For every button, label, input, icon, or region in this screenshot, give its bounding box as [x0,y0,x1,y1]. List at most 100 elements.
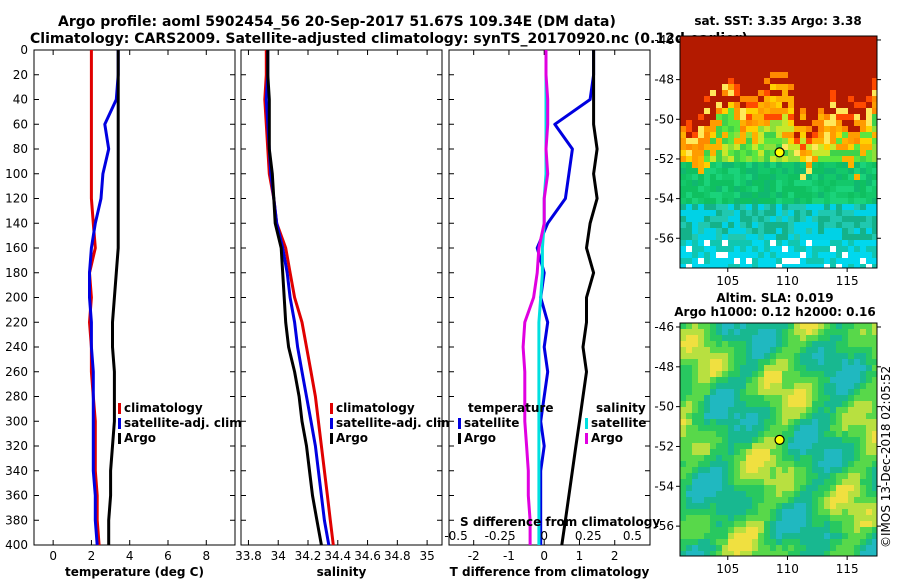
sla-cell [866,407,873,414]
sla-cell [860,485,867,492]
sst-cell [818,36,825,43]
sla-cell [788,497,795,504]
sst-cell [776,252,783,259]
sla-cell [824,323,831,330]
sla-cell [752,323,759,330]
sla-cell [794,425,801,432]
sla-cell [776,515,783,522]
sst-cell [728,102,735,109]
sla-cell [764,479,771,486]
sla-cell [800,377,807,384]
sla-cell [836,365,843,372]
sla-cell [710,401,717,408]
sla-cell [782,467,789,474]
sla-cell [680,467,687,474]
sla-cell [728,389,735,396]
sla-cell [836,449,843,456]
sst-cell [746,186,753,193]
sst-cell [740,48,747,55]
sst-cell [812,204,819,211]
sst-cell [752,48,759,55]
sst-cell [758,120,765,127]
legend-swatch [330,433,333,444]
sla-cell [818,329,825,336]
sla-cell [770,377,777,384]
sst-cell [866,72,873,79]
sst-cell [866,90,873,97]
sst-cell [848,108,855,115]
sla-cell [746,395,753,402]
sla-cell [782,353,789,360]
sla-cell [830,449,837,456]
sla-cell [692,533,699,540]
sst-cell [854,108,861,115]
sst-cell [758,84,765,91]
sla-cell [782,407,789,414]
sla-cell [680,377,687,384]
sla-cell [728,461,735,468]
sla-cell [866,455,873,462]
sla-cell [686,359,693,366]
sla-cell [680,341,687,348]
sst-cell [830,126,837,133]
sst-cell [866,132,873,139]
sla-cell [818,431,825,438]
sla-cell [854,491,861,498]
sla-cell [800,383,807,390]
sst-cell [788,90,795,97]
sla-cell [686,521,693,528]
map-y-tick-label: -54 [654,192,674,206]
series-line-climatology [88,50,101,546]
sla-map-frame [679,322,878,557]
sla-cell [752,449,759,456]
sla-cell [770,419,777,426]
sla-cell [728,425,735,432]
sst-cell [824,90,831,97]
sla-cell [722,359,729,366]
sst-cell [710,150,717,157]
sst-cell [824,186,831,193]
sla-cell [698,521,705,528]
sla-cell [830,383,837,390]
sst-cell [824,258,831,265]
map-y-tick-label: -56 [654,519,674,533]
sst-cell [746,60,753,67]
sst-cell [752,186,759,193]
sla-cell [686,425,693,432]
sst-cell [794,66,801,73]
sst-cell [836,48,843,55]
sst-cell [788,156,795,163]
sla-cell [848,329,855,336]
sla-cell [818,551,825,557]
sla-cell [818,509,825,516]
sst-cell [854,204,861,211]
sst-cell [710,126,717,133]
sst-cell [770,222,777,229]
sst-cell [854,222,861,229]
sla-cell [734,503,741,510]
sla-cell [782,473,789,480]
sla-cell [794,551,801,557]
sla-cell [854,377,861,384]
sst-cell [782,150,789,157]
sst-cell [818,138,825,145]
sst-cell [872,204,878,211]
sst-cell [722,66,729,73]
sst-cell [722,42,729,49]
sla-cell [842,467,849,474]
sst-cell [758,42,765,49]
sst-cell [770,96,777,103]
sst-cell [830,216,837,223]
sla-cell [680,491,687,498]
sst-cell [788,126,795,133]
sst-cell [776,42,783,49]
sla-cell [704,395,711,402]
sla-cell [824,527,831,534]
sst-cell [848,192,855,199]
sla-cell [680,401,687,408]
sla-cell [764,449,771,456]
sla-cell [830,323,837,330]
sst-cell [848,138,855,145]
sla-cell [830,497,837,504]
sla-cell [824,341,831,348]
